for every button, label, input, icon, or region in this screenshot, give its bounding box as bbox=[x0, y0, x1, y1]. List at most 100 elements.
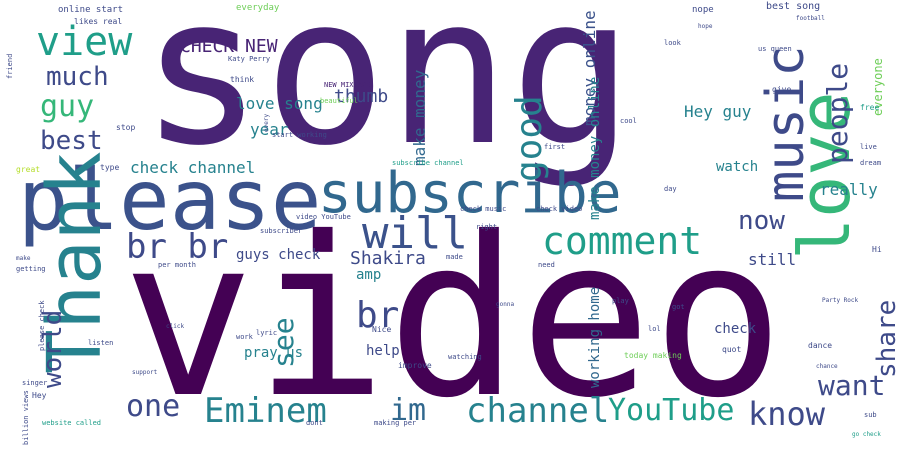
word-football: football bbox=[796, 15, 825, 22]
word-nice: Nice bbox=[372, 325, 392, 334]
word-amp: amp bbox=[356, 267, 382, 283]
word-still: still bbox=[748, 250, 797, 269]
word-chance: chance bbox=[816, 363, 838, 370]
word-singer: singer bbox=[22, 379, 48, 387]
word-everyday: everyday bbox=[236, 3, 280, 13]
word-comment: comment bbox=[542, 219, 703, 263]
word-video-youtube: video YouTube bbox=[296, 213, 351, 221]
word-click: click bbox=[166, 323, 185, 330]
word-give: give bbox=[772, 85, 792, 94]
word-billion-views: billion views bbox=[22, 390, 30, 445]
word-much: much bbox=[46, 62, 109, 92]
word-people: people bbox=[821, 62, 854, 164]
word-type: type bbox=[100, 163, 120, 172]
word-know: know bbox=[748, 395, 826, 433]
word-song: song bbox=[140, 0, 634, 191]
word-check-channel: check channel bbox=[130, 158, 256, 177]
word-really: really bbox=[820, 180, 878, 199]
word-work: work bbox=[236, 333, 253, 341]
word-per-month: per month bbox=[158, 261, 196, 269]
word-support: support bbox=[132, 369, 158, 376]
word-subscribe-channel: subscribe channel bbox=[392, 159, 464, 167]
word-nope: nope bbox=[692, 5, 714, 15]
word-dont: dont bbox=[306, 419, 323, 427]
word-quot: quot bbox=[722, 345, 742, 354]
word-thumb: thumb bbox=[334, 86, 389, 107]
word-katy-perry: Katy Perry bbox=[228, 55, 271, 63]
word-today-making: today making bbox=[624, 351, 682, 360]
word-us-queen: us queen bbox=[758, 45, 792, 53]
word-first: first bbox=[544, 143, 566, 151]
word-dance: dance bbox=[808, 341, 833, 350]
word-hey-guy: Hey guy bbox=[684, 102, 752, 121]
word-make: make bbox=[16, 255, 31, 262]
word-watching: watching bbox=[448, 353, 482, 361]
word-likes-real: likes real bbox=[74, 17, 123, 26]
word-party-rock: Party Rock bbox=[822, 297, 859, 304]
word-pray-us: pray us bbox=[244, 345, 304, 361]
word-watch: watch bbox=[716, 159, 759, 175]
word-website-called: website called bbox=[42, 419, 102, 427]
word-getting: getting bbox=[16, 265, 46, 273]
word-stop: stop bbox=[116, 123, 136, 132]
word-help: help bbox=[366, 343, 400, 359]
word-dream: dream bbox=[860, 159, 882, 167]
word-making-per: making per bbox=[374, 419, 417, 427]
word-year: year bbox=[250, 120, 289, 139]
word-good: good bbox=[509, 95, 550, 182]
word-every: every bbox=[263, 113, 270, 132]
word-think: think bbox=[230, 75, 255, 84]
word-now: now bbox=[738, 206, 785, 236]
word-day: day bbox=[664, 185, 677, 193]
word-im: im bbox=[390, 393, 427, 428]
word-made: made bbox=[446, 253, 463, 261]
word-hi: Hi bbox=[872, 245, 882, 254]
word-lyric: lyric bbox=[256, 329, 278, 337]
word-great: great bbox=[16, 165, 41, 174]
word-start-working: start working bbox=[272, 131, 327, 139]
word-live: live bbox=[860, 143, 877, 151]
word-make-money: make money bbox=[410, 69, 429, 166]
word-guy: guy bbox=[40, 89, 95, 124]
word-video: video bbox=[122, 190, 785, 446]
word-subscriber: subscriber bbox=[260, 227, 303, 235]
word-new-mixtape: NEW MIXTAPE bbox=[324, 81, 371, 89]
word-channel: channel bbox=[466, 391, 610, 431]
word-look: look bbox=[664, 39, 681, 47]
word-cool: cool bbox=[620, 117, 637, 125]
word-lol: lol bbox=[648, 325, 661, 333]
word-hey: Hey bbox=[32, 391, 47, 400]
word-youtube: YouTube bbox=[608, 393, 735, 428]
word-love-song: love song bbox=[236, 94, 323, 113]
word-sub: sub bbox=[864, 411, 877, 419]
word-please: please bbox=[18, 151, 322, 249]
word-check-video: check video bbox=[536, 205, 583, 213]
word-free: free bbox=[860, 103, 880, 112]
word-share: share bbox=[872, 299, 902, 378]
word-hope: hope bbox=[698, 23, 713, 30]
word-one: one bbox=[126, 389, 181, 424]
word-check: check bbox=[714, 321, 757, 337]
word-go-check: go check bbox=[852, 431, 881, 438]
word-gonna: gonna bbox=[496, 301, 515, 308]
word-best-song: best song bbox=[766, 1, 821, 12]
word-make-money-online: make money online bbox=[587, 76, 603, 220]
word-best: best bbox=[40, 126, 103, 156]
word-right: right bbox=[476, 223, 498, 231]
word-br-br: br br bbox=[126, 227, 229, 267]
word-need: need bbox=[538, 261, 555, 269]
word-br: br bbox=[356, 295, 400, 336]
word-play: play bbox=[612, 297, 629, 305]
word-will: will bbox=[362, 208, 468, 259]
word-beautiful: beautiful bbox=[320, 97, 358, 105]
word-subscribe: subscribe bbox=[318, 161, 622, 226]
word-got: got bbox=[672, 303, 685, 311]
word-check-music: check music bbox=[460, 205, 507, 213]
word-music: music bbox=[756, 45, 816, 202]
word-shakira: Shakira bbox=[350, 248, 426, 269]
word-improve: improve bbox=[398, 361, 432, 370]
word-working-home: working home bbox=[587, 286, 603, 388]
word-online-start: online start bbox=[58, 5, 124, 15]
word-friend: friend bbox=[6, 53, 14, 79]
